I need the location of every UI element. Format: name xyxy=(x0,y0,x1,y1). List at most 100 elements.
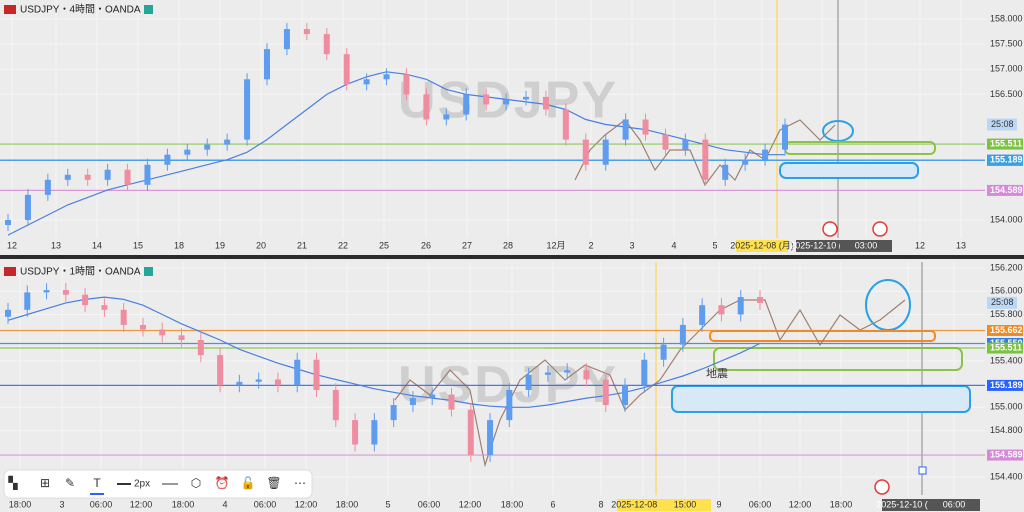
toolbar-icon: ✎ xyxy=(65,476,75,490)
candle-body xyxy=(642,119,649,135)
price-label-box xyxy=(987,342,1023,354)
candle-body xyxy=(294,359,301,386)
candle-body xyxy=(544,372,551,375)
x-tick-label: 9 xyxy=(716,499,721,509)
candle-body xyxy=(506,389,513,421)
candle-body xyxy=(782,124,788,150)
y-tick-label: 156.200 xyxy=(990,262,1023,272)
y-tick-label: 155.800 xyxy=(990,309,1023,319)
event-flag xyxy=(872,221,888,237)
candle-body xyxy=(44,179,51,195)
candle-body xyxy=(363,79,370,85)
zone-blue xyxy=(671,385,971,413)
x-tick-label: 12:00 xyxy=(130,499,153,509)
y-tick-label: 154.800 xyxy=(990,425,1023,435)
candle-body xyxy=(542,96,549,110)
y-tick-label: 158.000 xyxy=(990,13,1023,23)
candle-body xyxy=(525,374,532,390)
x-label-highlight xyxy=(840,240,892,252)
x-label-highlight xyxy=(882,499,934,511)
countdown: 25:08 xyxy=(991,297,1014,307)
x-tick-label: 6 xyxy=(550,499,555,509)
candle-body xyxy=(244,79,251,140)
price-label-box xyxy=(987,379,1023,391)
price-label-box xyxy=(987,449,1023,461)
x-tick-label: 2025-12-10 (水) xyxy=(790,239,854,250)
x-tick-label: 06:00 xyxy=(90,499,113,509)
x-tick-label: 18:00 xyxy=(501,499,524,509)
price-label: 155.189 xyxy=(990,155,1023,165)
panel: 154.000 156.500 157.000 157.500 158.000 USDJP… xyxy=(0,0,1023,252)
x-tick-label: 13 xyxy=(51,240,61,250)
moving-average xyxy=(7,296,761,408)
y-tick-label: 154.000 xyxy=(990,214,1023,224)
x-tick-label: 03:00 xyxy=(855,240,878,250)
toolbar-width: 2px xyxy=(134,479,150,490)
candle-body xyxy=(274,379,281,386)
drawing-toolbar: ▚ ⊞ ✎ T ⬡ ⏰ 🔓 🗑 ⋯ 2px xyxy=(3,469,313,499)
candle-body xyxy=(562,109,569,140)
candle-body xyxy=(5,220,11,226)
candle-body xyxy=(503,99,510,105)
price-label: 154.589 xyxy=(990,449,1023,459)
candle-body xyxy=(184,149,191,155)
countdown: 25:08 xyxy=(991,119,1014,129)
candle-body xyxy=(762,149,769,160)
price-label-box xyxy=(987,154,1023,166)
candle-body xyxy=(448,394,455,410)
event-flag xyxy=(874,479,890,495)
candle-body xyxy=(722,164,729,180)
event-flag xyxy=(822,221,838,237)
candle-body xyxy=(64,174,71,180)
candle-body xyxy=(159,329,166,336)
toolbar-icon: 🗑 xyxy=(266,476,281,490)
x-tick-label: 2025-12-08 (月) xyxy=(730,240,794,250)
candle-body xyxy=(742,159,749,165)
x-tick-label: 21 xyxy=(297,240,307,250)
y-tick-label: 156.500 xyxy=(990,89,1023,99)
candle-body xyxy=(224,139,231,145)
x-tick-label: 2025-12-10 (水) xyxy=(876,498,940,509)
candle-body xyxy=(62,290,69,295)
candle-body xyxy=(120,309,127,325)
x-tick-label: 12:00 xyxy=(295,499,318,509)
x-tick-label: 2025-12-08 (月) xyxy=(611,499,675,509)
x-tick-label: 06:00 xyxy=(418,499,441,509)
x-tick-label: 8 xyxy=(598,499,603,509)
x-tick-label: 06:00 xyxy=(943,499,966,509)
x-tick-label: 15 xyxy=(133,240,143,250)
candle-body xyxy=(737,297,744,315)
title-icon xyxy=(4,5,16,14)
toolbar-icon: ▚ xyxy=(7,475,18,490)
candle-body xyxy=(352,420,359,445)
x-tick-label: 15:00 xyxy=(674,499,697,509)
title-flag xyxy=(144,5,153,14)
candle-body xyxy=(662,134,669,150)
candle-body xyxy=(204,144,211,150)
candle-body xyxy=(702,139,709,180)
candle-body xyxy=(144,164,151,185)
candle-body xyxy=(443,114,450,120)
x-tick-label: 3 xyxy=(59,499,64,509)
toolbar-icon: 🔓 xyxy=(241,476,256,490)
y-tick-label: 155.400 xyxy=(990,355,1023,365)
x-tick-label: 18:00 xyxy=(172,499,195,509)
x-tick-label: 18 xyxy=(174,240,184,250)
x-tick-label: 12 xyxy=(915,240,925,250)
x-tick-label: 18:00 xyxy=(830,499,853,509)
candle-body xyxy=(217,355,224,386)
x-tick-label: 06:00 xyxy=(749,499,772,509)
toolbar-icon: ⬡ xyxy=(191,476,201,490)
x-tick-label: 13 xyxy=(956,240,966,250)
y-tick-label: 157.000 xyxy=(990,64,1023,74)
candle-body xyxy=(523,96,529,100)
candle-body xyxy=(303,29,310,35)
x-tick-label: 4 xyxy=(222,499,227,509)
y-tick-label: 155.000 xyxy=(990,402,1023,412)
chart-title: USDJPY・1時間・OANDA xyxy=(20,266,141,278)
y-tick-label: 154.400 xyxy=(990,471,1023,481)
x-tick-label: 19 xyxy=(215,240,225,250)
candle-body xyxy=(757,297,763,303)
toolbar-icon: ⏰ xyxy=(215,475,230,490)
